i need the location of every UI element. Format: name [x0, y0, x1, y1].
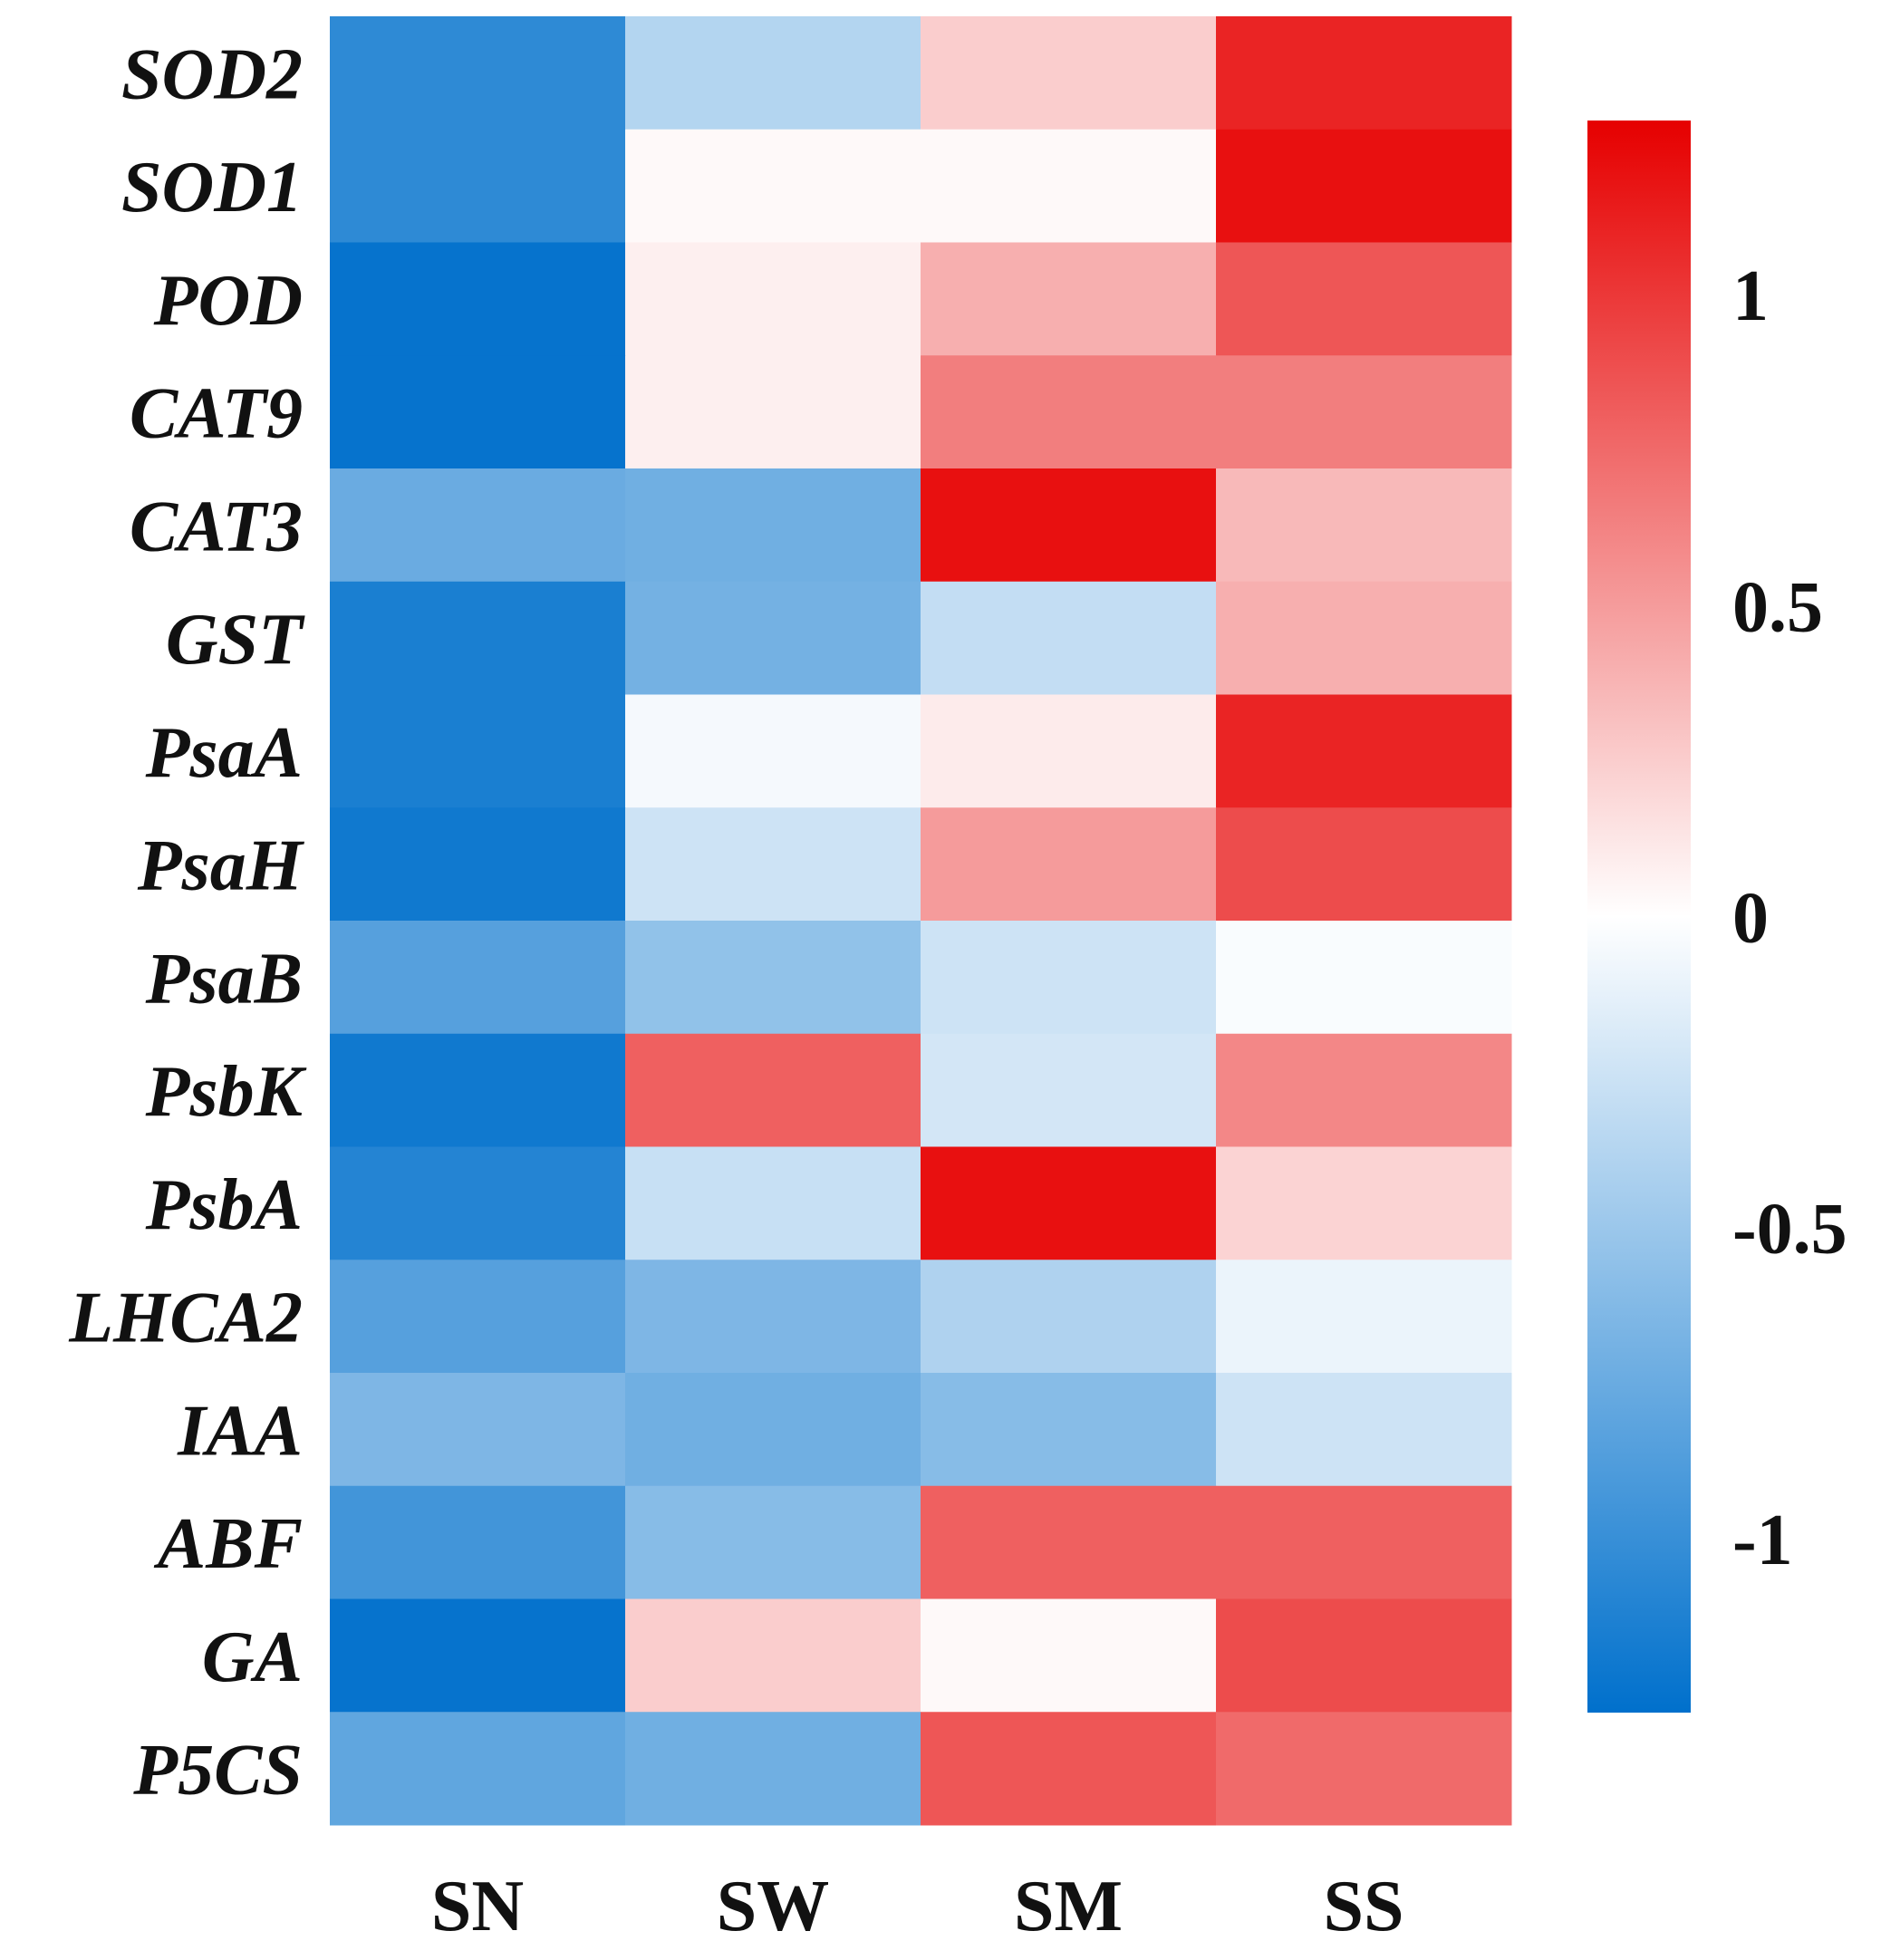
heatmap-cell-psah-ss: [1216, 807, 1512, 922]
row-label-pod: POD: [153, 261, 303, 341]
heatmap-cell-gst-sm: [921, 581, 1217, 695]
row-label-psah: PsaH: [137, 826, 305, 906]
row-label-cat9: CAT9: [130, 374, 303, 454]
heatmap-cell-psba-sm: [921, 1146, 1217, 1260]
heatmap-cell-p5cs-sn: [330, 1712, 626, 1826]
row-label-psba: PsbA: [145, 1165, 303, 1245]
heatmap-cell-psba-ss: [1216, 1146, 1512, 1260]
heatmap-cell-lhca2-sn: [330, 1260, 626, 1374]
colorbar-tick-labels: 1 0.5 0 -0.5 -1: [1732, 256, 1847, 1580]
column-labels: SN SW SM SS: [431, 1867, 1404, 1946]
row-label-p5cs: P5CS: [132, 1731, 303, 1810]
heatmap-cell-abf-sm: [921, 1485, 1217, 1599]
heatmap-cell-abf-ss: [1216, 1485, 1512, 1599]
heatmap-cell-psbk-sn: [330, 1033, 626, 1147]
heatmap-cell-pod-sn: [330, 242, 626, 356]
heatmap-cell-ga-sm: [921, 1598, 1217, 1713]
heatmap-cell-p5cs-sm: [921, 1712, 1217, 1826]
colorbar-tick-label: 0: [1732, 879, 1769, 959]
heatmap-cell-abf-sn: [330, 1485, 626, 1599]
heatmap-cell-sod1-sw: [625, 129, 921, 243]
heatmap-cell-psbk-ss: [1216, 1033, 1512, 1147]
heatmap-cell-lhca2-sm: [921, 1260, 1217, 1374]
row-label-gst: GST: [166, 600, 305, 680]
heatmap-cell-psba-sn: [330, 1146, 626, 1260]
colorbar-gradient: [1587, 121, 1691, 1713]
colorbar-tick-label: -0.5: [1732, 1190, 1847, 1270]
heatmap-cell-gst-ss: [1216, 581, 1512, 695]
heatmap-cell-cat9-sm: [921, 355, 1217, 469]
row-label-cat3: CAT3: [130, 487, 303, 566]
column-label-sn: SN: [431, 1867, 524, 1946]
heatmap-cell-psbk-sm: [921, 1033, 1217, 1147]
heatmap-cell-psaa-ss: [1216, 694, 1512, 808]
heatmap-cell-pod-ss: [1216, 242, 1512, 356]
heatmap-cell-sod1-ss: [1216, 129, 1512, 243]
row-label-abf: ABF: [153, 1504, 303, 1584]
heatmap-cell-abf-sw: [625, 1485, 921, 1599]
heatmap-cell-cat9-ss: [1216, 355, 1512, 469]
heatmap-cell-psah-sw: [625, 807, 921, 922]
heatmap-cell-pod-sw: [625, 242, 921, 356]
heatmap-cell-iaa-sn: [330, 1373, 626, 1487]
colorbar-tick-label: 1: [1732, 256, 1769, 336]
row-label-sod1: SOD1: [121, 148, 303, 227]
row-labels: SOD2 SOD1 POD CAT9 CAT3 GST PsaA PsaH PsaB PsbK Ps…: [68, 34, 306, 1810]
heatmap-cell-gst-sw: [625, 581, 921, 695]
column-label-sw: SW: [717, 1867, 830, 1946]
heatmap-cell-ga-sn: [330, 1598, 626, 1713]
heatmap-cell-cat3-sm: [921, 468, 1217, 583]
colorbar-tick-label: -1: [1732, 1501, 1793, 1580]
heatmap-cell-pod-sm: [921, 242, 1217, 356]
heatmap-cell-gst-sn: [330, 581, 626, 695]
heatmap-cell-cat9-sw: [625, 355, 921, 469]
column-label-ss: SS: [1324, 1867, 1404, 1946]
heatmap-cell-ga-sw: [625, 1598, 921, 1713]
heatmap-cell-cat3-sn: [330, 468, 626, 583]
colorbar-tick-label: 0.5: [1732, 567, 1823, 647]
heatmap-cell-cat3-sw: [625, 468, 921, 583]
heatmap-cell-psba-sw: [625, 1146, 921, 1260]
row-label-psab: PsaB: [145, 939, 303, 1019]
heatmap-cell-sod1-sn: [330, 129, 626, 243]
heatmap-cell-iaa-sw: [625, 1373, 921, 1487]
heatmap-cell-iaa-sm: [921, 1373, 1217, 1487]
heatmap-cell-sod2-sw: [625, 16, 921, 130]
row-label-iaa: IAA: [177, 1391, 303, 1471]
colorbar: [1587, 121, 1691, 1713]
heatmap-cell-lhca2-ss: [1216, 1260, 1512, 1374]
heatmap-cells: [330, 16, 1512, 1826]
column-label-sm: SM: [1014, 1867, 1123, 1946]
heatmap-cell-psab-sm: [921, 921, 1217, 1035]
heatmap-cell-psaa-sm: [921, 694, 1217, 808]
heatmap-cell-psbk-sw: [625, 1033, 921, 1147]
heatmap-cell-sod1-sm: [921, 129, 1217, 243]
heatmap-cell-sod2-sn: [330, 16, 626, 130]
heatmap-cell-psab-sn: [330, 921, 626, 1035]
heatmap-cell-sod2-ss: [1216, 16, 1512, 130]
row-label-psbk: PsbK: [145, 1052, 307, 1132]
heatmap-cell-psaa-sn: [330, 694, 626, 808]
row-label-sod2: SOD2: [121, 34, 303, 114]
row-label-lhca2: LHCA2: [68, 1279, 303, 1358]
heatmap-cell-p5cs-ss: [1216, 1712, 1512, 1826]
heatmap-cell-psab-ss: [1216, 921, 1512, 1035]
heatmap-cell-cat9-sn: [330, 355, 626, 469]
heatmap-cell-ga-ss: [1216, 1598, 1512, 1713]
row-label-psaa: PsaA: [145, 713, 303, 793]
row-label-ga: GA: [202, 1617, 303, 1697]
heatmap-cell-psab-sw: [625, 921, 921, 1035]
heatmap-cell-psah-sn: [330, 807, 626, 922]
heatmap-cell-sod2-sm: [921, 16, 1217, 130]
heatmap-cell-psah-sm: [921, 807, 1217, 922]
heatmap-cell-lhca2-sw: [625, 1260, 921, 1374]
heatmap-cell-cat3-ss: [1216, 468, 1512, 583]
heatmap-cell-iaa-ss: [1216, 1373, 1512, 1487]
heatmap-cell-psaa-sw: [625, 694, 921, 808]
heatmap-cell-p5cs-sw: [625, 1712, 921, 1826]
